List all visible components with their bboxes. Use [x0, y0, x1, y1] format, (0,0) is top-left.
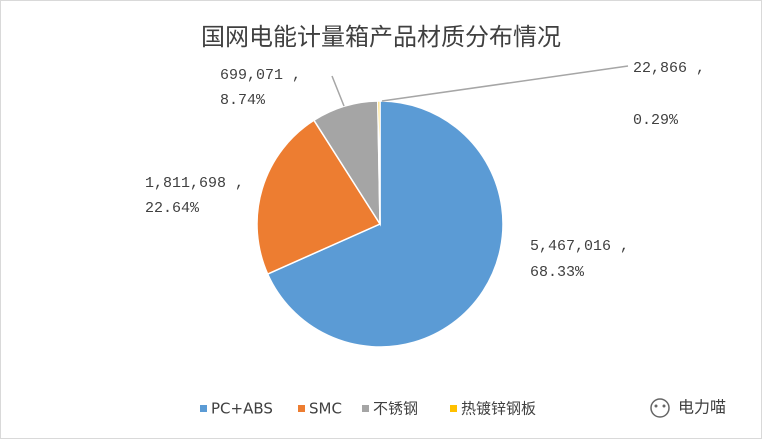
percent-label: 0.29% — [633, 112, 679, 129]
value-label: 699,071 , — [220, 67, 301, 84]
leader-line — [331, 75, 345, 107]
legend-label: 热镀锌钢板 — [461, 400, 536, 418]
pie-slice — [266, 100, 504, 348]
percent-label: 8.74% — [220, 92, 266, 109]
pie-slice — [377, 100, 381, 225]
watermark-icon — [650, 398, 670, 418]
watermark-text: 电力喵 — [678, 398, 726, 417]
legend-swatch — [362, 405, 369, 412]
pie-slice — [256, 119, 382, 276]
percent-label: 22.64% — [145, 200, 200, 217]
legend-label: 不锈钢 — [373, 400, 418, 418]
percent-label: 68.33% — [530, 264, 585, 281]
value-label: 22,866 , — [633, 60, 705, 77]
legend-label: PC+ABS — [211, 400, 273, 418]
legend-swatch — [450, 405, 457, 412]
watermark-icon — [654, 404, 658, 408]
leader-line — [381, 65, 629, 102]
legend-swatch — [200, 405, 207, 412]
legend-swatch — [298, 405, 305, 412]
legend-label: SMC — [309, 400, 342, 418]
value-label: 5,467,016 , — [530, 238, 629, 255]
watermark: 电力喵 — [650, 398, 726, 418]
watermark-icon — [662, 404, 666, 408]
chart-title: 国网电能计量箱产品材质分布情况 — [201, 23, 561, 51]
value-label: 1,811,698 , — [145, 175, 244, 192]
